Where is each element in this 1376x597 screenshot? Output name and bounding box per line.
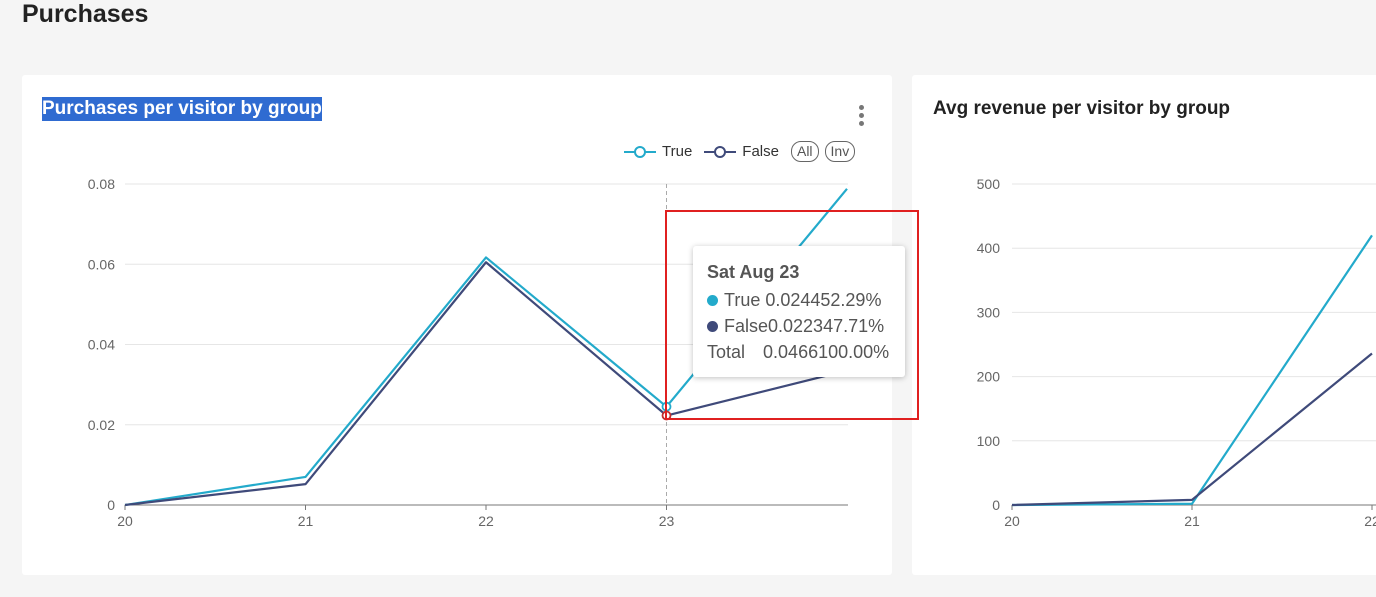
y-tick-label: 0.06 — [88, 256, 115, 272]
x-tick-label: 22 — [1364, 513, 1376, 529]
chart-legend: True False All Inv — [624, 141, 861, 162]
series-line-false — [1011, 352, 1373, 507]
page-title: Purchases — [22, 0, 149, 28]
legend-false-label: False — [742, 143, 779, 160]
series-line-false — [124, 261, 848, 507]
legend-all-button[interactable]: All — [790, 141, 819, 162]
x-tick-label: 21 — [1184, 513, 1200, 529]
x-tick-label: 20 — [1004, 513, 1020, 529]
legend-true-marker — [624, 145, 656, 158]
y-tick-label: 300 — [977, 304, 1001, 320]
legend-false-marker — [704, 145, 737, 158]
y-tick-label: 0 — [992, 497, 1000, 513]
tooltip-total-value: 0.0466100.00% — [763, 342, 890, 362]
legend-item-false[interactable]: False — [704, 143, 779, 160]
true-dot-icon — [707, 295, 718, 306]
y-tick-label: 500 — [977, 176, 1001, 192]
chart-title: Purchases per visitor by group — [42, 97, 322, 121]
x-tick-label: 22 — [478, 513, 494, 529]
legend-inv-button[interactable]: Inv — [824, 141, 856, 162]
tooltip-row-total: Total 0.0466100.00% — [707, 342, 889, 363]
x-tick-label: 23 — [659, 513, 675, 529]
avg-revenue-card: Avg revenue per visitor by group — [912, 75, 1376, 575]
x-tick-label: 20 — [117, 513, 133, 529]
series-line-true — [1011, 234, 1373, 507]
y-tick-label: 100 — [977, 433, 1001, 449]
tooltip-title: Sat Aug 23 — [707, 262, 800, 282]
y-tick-label: 0 — [107, 497, 115, 513]
y-tick-label: 0.02 — [88, 417, 115, 433]
tooltip-row-true: True 0.024452.29% — [707, 290, 881, 311]
y-tick-label: 400 — [977, 240, 1001, 256]
tooltip-false-text: False0.022347.71% — [724, 316, 885, 336]
more-vertical-icon[interactable] — [856, 103, 866, 127]
tooltip-true-text: True 0.024452.29% — [724, 290, 882, 310]
tooltip-total-label: Total — [707, 342, 746, 362]
highlight-box — [665, 210, 919, 420]
legend-item-true[interactable]: True — [624, 143, 692, 160]
chart-tooltip: Sat Aug 23 True 0.024452.29% False0.0223… — [693, 246, 905, 377]
y-tick-label: 200 — [977, 369, 1001, 385]
tooltip-row-false: False0.022347.71% — [707, 316, 884, 337]
y-tick-label: 0.04 — [88, 337, 115, 353]
false-dot-icon — [707, 321, 718, 332]
chart-title-revenue: Avg revenue per visitor by group — [933, 98, 1231, 119]
legend-true-label: True — [662, 143, 693, 160]
x-tick-label: 21 — [298, 513, 314, 529]
y-tick-label: 0.08 — [88, 176, 115, 192]
